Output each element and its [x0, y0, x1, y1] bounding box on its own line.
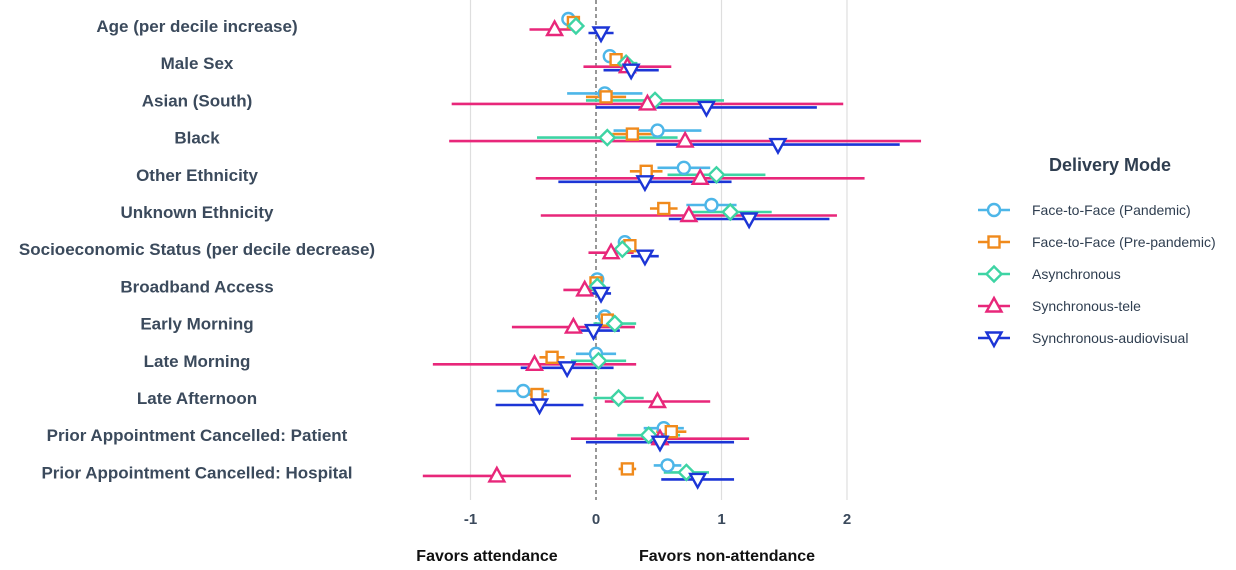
point-estimates — [487, 11, 788, 490]
point-estimate — [598, 128, 617, 147]
point-estimate — [704, 197, 719, 213]
point-estimate — [679, 205, 699, 223]
point-estimate — [601, 242, 621, 260]
point-estimate — [688, 472, 708, 490]
point-estimate — [637, 93, 657, 111]
point-estimate — [650, 435, 670, 453]
legend: Delivery Mode Face-to-Face (Pandemic) Fac… — [978, 155, 1216, 349]
legend-label: Asynchronous — [1032, 266, 1121, 282]
point-estimate — [609, 388, 628, 408]
point-estimate — [696, 100, 716, 118]
x-tick-labels: -1 0 1 2 — [464, 511, 851, 528]
legend-label: Face-to-Face (Pre-pandemic) — [1032, 234, 1216, 250]
legend-marker — [984, 295, 1004, 313]
point-estimate — [739, 212, 759, 230]
row-label: Male Sex — [161, 54, 234, 73]
row-label: Age (per decile increase) — [96, 17, 297, 36]
row-label: Other Ethnicity — [136, 166, 258, 185]
x-tick-label: 0 — [592, 511, 600, 528]
point-estimate — [524, 353, 545, 371]
point-estimate — [664, 425, 678, 439]
point-estimate — [676, 160, 692, 176]
point-estimate — [599, 90, 613, 104]
point-estimate — [707, 165, 726, 184]
legend-marker — [986, 202, 1002, 218]
point-estimate — [583, 323, 604, 342]
row-labels: Age (per decile increase) Male Sex Asian (… — [19, 17, 375, 482]
point-estimate — [516, 383, 531, 399]
point-estimate — [625, 127, 640, 141]
x-tick-label: 1 — [717, 511, 725, 528]
row-label: Black — [174, 129, 220, 148]
point-estimate — [650, 123, 665, 138]
point-estimate — [635, 249, 655, 267]
point-estimate — [690, 167, 710, 186]
point-estimate — [591, 26, 611, 44]
point-estimate — [545, 350, 559, 364]
point-estimate — [635, 175, 655, 193]
point-estimate — [660, 458, 675, 473]
point-estimate — [621, 63, 641, 81]
x-tick-label: -1 — [464, 511, 477, 528]
point-estimate — [613, 240, 632, 259]
row-label: Late Afternoon — [137, 389, 257, 408]
point-estimate — [563, 316, 583, 334]
point-estimate — [657, 201, 671, 216]
point-estimate — [545, 19, 565, 37]
legend-label: Face-to-Face (Pandemic) — [1032, 202, 1191, 218]
x-tick-label: 2 — [843, 511, 851, 528]
point-estimate — [566, 16, 586, 36]
point-estimate — [575, 279, 595, 297]
row-label: Prior Appointment Cancelled: Hospital — [41, 463, 352, 482]
point-estimate — [591, 286, 611, 304]
point-estimate — [589, 351, 608, 370]
row-label: Prior Appointment Cancelled: Patient — [47, 426, 348, 445]
point-estimate — [768, 137, 788, 156]
legend-marker — [987, 235, 1001, 249]
row-label: Asian (South) — [142, 91, 253, 110]
point-estimate — [557, 361, 577, 379]
point-estimate — [605, 314, 625, 333]
favors-non-attendance-label: Favors non-attendance — [639, 548, 815, 565]
point-estimate — [721, 202, 740, 222]
row-label: Early Morning — [140, 315, 253, 334]
legend-title: Delivery Mode — [1049, 155, 1171, 175]
row-label: Socioeconomic Status (per decile decreas… — [19, 240, 375, 259]
favors-attendance-label: Favors attendance — [416, 548, 557, 565]
point-estimate — [529, 398, 550, 416]
legend-label: Synchronous-tele — [1032, 298, 1141, 314]
gridlines — [469, 0, 848, 500]
confidence-intervals — [422, 17, 922, 481]
legend-marker — [984, 331, 1004, 349]
point-estimate — [620, 462, 635, 476]
row-label: Broadband Access — [120, 277, 273, 296]
legend-marker — [984, 264, 1004, 284]
row-label: Unknown Ethnicity — [121, 203, 275, 222]
point-estimate — [675, 130, 695, 148]
point-estimate — [487, 465, 507, 483]
legend-label: Synchronous-audiovisual — [1032, 330, 1188, 346]
row-label: Late Morning — [144, 352, 251, 371]
point-estimate — [647, 391, 668, 409]
